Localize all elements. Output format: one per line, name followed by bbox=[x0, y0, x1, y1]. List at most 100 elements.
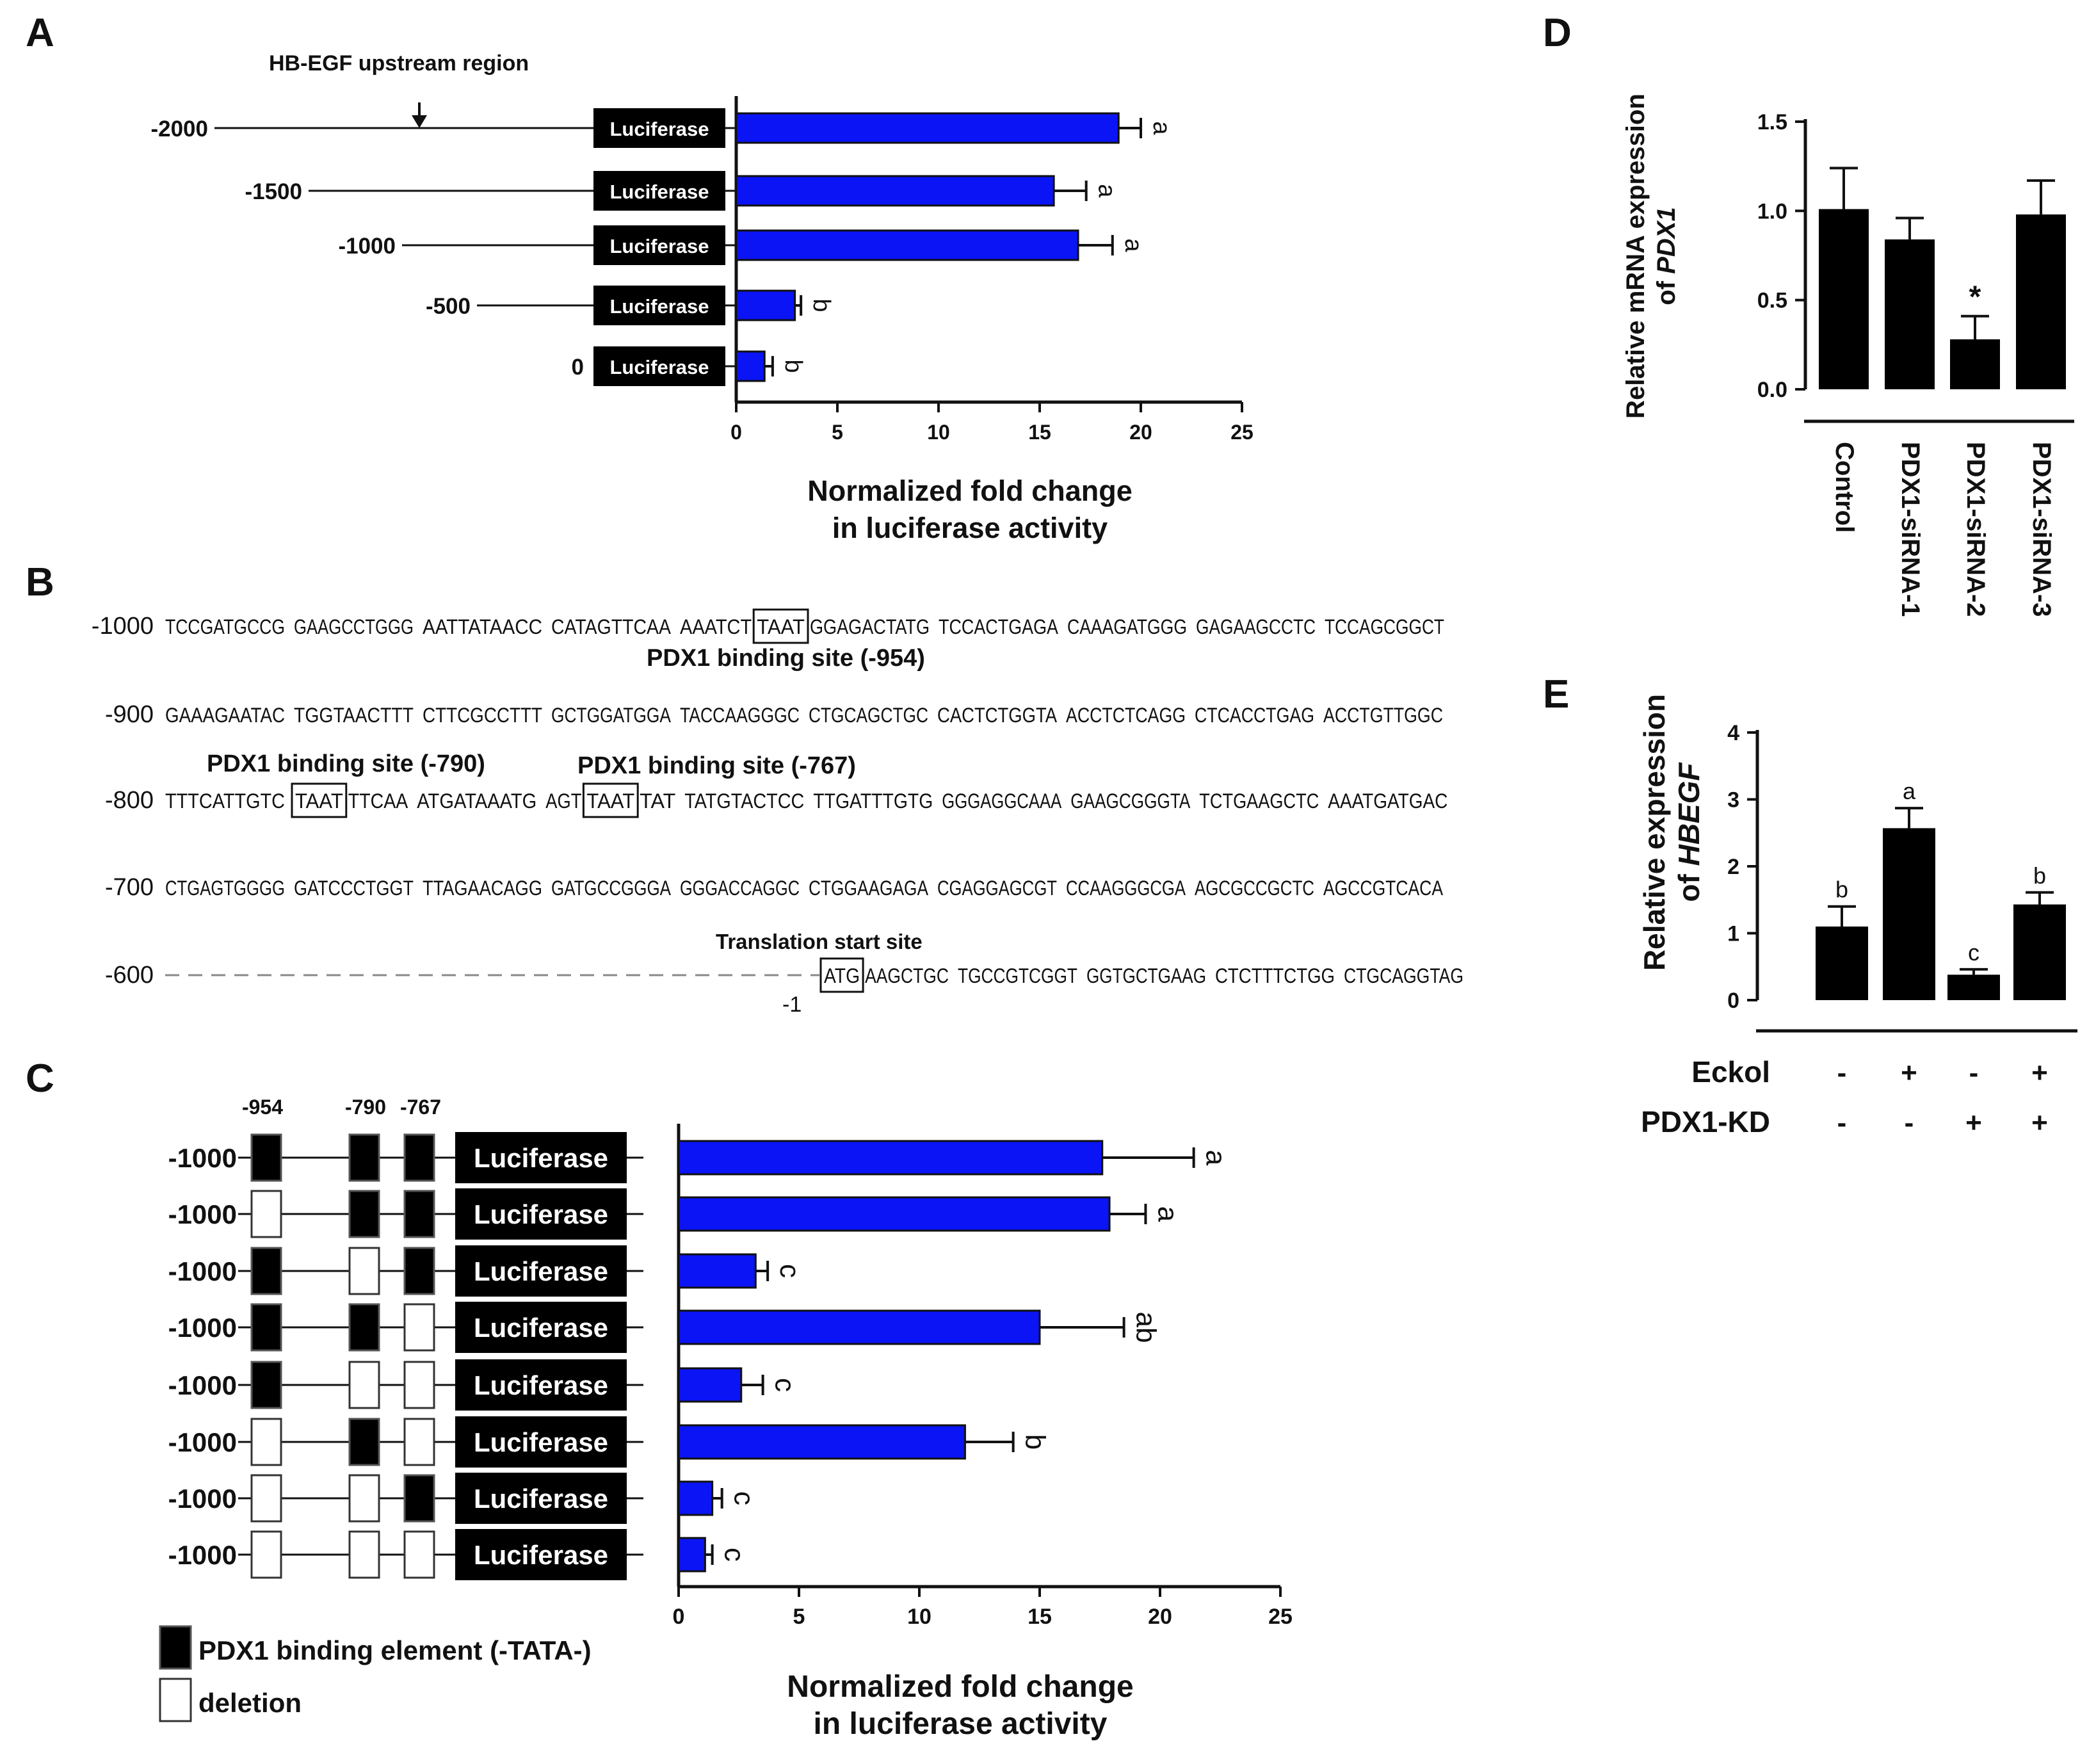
sequence-chunk: TGGTAACTTT bbox=[294, 704, 414, 727]
significance-letter: b bbox=[1835, 877, 1848, 903]
sequence-chunk: GATGCCGGGA bbox=[551, 877, 672, 900]
significance-letter: b bbox=[808, 298, 835, 312]
x-tick-label: 25 bbox=[1268, 1605, 1293, 1629]
legend-binding-label: PDX1 binding element (-TATA-) bbox=[198, 1635, 592, 1665]
luciferase-label: Luciferase bbox=[609, 295, 709, 318]
sequence-position-label: -800 bbox=[105, 787, 154, 814]
binding-site-box bbox=[291, 782, 348, 818]
luciferase-box bbox=[455, 1302, 627, 1353]
luciferase-label: Luciferase bbox=[474, 1256, 608, 1286]
sequence-chunk: AAATGATGAC bbox=[1328, 789, 1447, 813]
binding-site-box bbox=[582, 782, 639, 818]
significance-star: * bbox=[1969, 280, 1981, 314]
binding-site-sequence: TAAT bbox=[757, 615, 805, 638]
construct-position-label: -1000 bbox=[168, 1540, 237, 1570]
construct-position-label: -1500 bbox=[245, 179, 302, 204]
down-arrow-icon bbox=[412, 115, 427, 128]
translation-start-label: Translation start site bbox=[716, 930, 923, 953]
bar bbox=[677, 1367, 743, 1403]
condition-mark: - bbox=[1837, 1107, 1847, 1138]
x-category-label: PDX1-siRNA-1 bbox=[1896, 442, 1924, 617]
promoter-sequence: -1000 TCCGATGCCG GAAGCCTGGG AATTATAACC CATAG… bbox=[92, 608, 1463, 993]
x-tick-label: 5 bbox=[793, 1605, 805, 1629]
deleted-element bbox=[250, 1190, 282, 1238]
binding-site-sequence: TAAT bbox=[586, 789, 634, 813]
sequence-chunk: CTTCGCCTTT bbox=[423, 704, 542, 727]
binding-element bbox=[348, 1303, 380, 1352]
y-tick-label: 1.0 bbox=[1757, 199, 1787, 223]
construct-position-label: 0 bbox=[572, 355, 584, 380]
deleted-element bbox=[403, 1303, 435, 1352]
sequence-chunk: ACCTGTTGGC bbox=[1323, 704, 1443, 727]
luciferase-label: Luciferase bbox=[474, 1370, 608, 1400]
sequence-chunk: GAAGCCTGGG bbox=[294, 615, 414, 638]
legend-binding-swatch bbox=[159, 1625, 192, 1670]
bar bbox=[1885, 239, 1935, 389]
sequence-position-label: -700 bbox=[105, 874, 154, 901]
significance-letter: a bbox=[1148, 121, 1175, 135]
sequence-chunk: TCCAGCGGCT bbox=[1325, 615, 1444, 638]
sequence-position-label: -900 bbox=[105, 701, 154, 728]
construct-position-label: -1000 bbox=[168, 1199, 237, 1229]
construct-position-label: -1000 bbox=[168, 1256, 237, 1286]
sequence-chunk: CTCACCTGAG bbox=[1195, 704, 1314, 727]
sequence-chunk: CATAGTTCAA bbox=[551, 615, 672, 638]
construct-position-label: -1000 bbox=[168, 1370, 237, 1400]
y-axis-label: of HBEGF bbox=[1672, 761, 1705, 902]
y-axis-label: Relative mRNA expression bbox=[1622, 93, 1650, 419]
sequence-chunk: AGCCGTCACA bbox=[1323, 877, 1444, 900]
sequence-chunk: ATGATAAATG bbox=[417, 789, 536, 813]
luciferase-label: Luciferase bbox=[474, 1484, 608, 1514]
luciferase-label: Luciferase bbox=[474, 1427, 608, 1457]
luciferase-box bbox=[593, 108, 725, 148]
panel-label-d: D bbox=[1543, 11, 1572, 55]
luciferase-label: Luciferase bbox=[474, 1313, 608, 1343]
sequence-chunk: GCTGGATGGA bbox=[551, 704, 672, 727]
sequence-chunk: CTGGAAGAGA bbox=[809, 877, 929, 900]
luciferase-box bbox=[593, 171, 725, 211]
luciferase-label: Luciferase bbox=[609, 235, 709, 257]
y-axis-label-gene: PDX1 bbox=[1652, 207, 1681, 274]
binding-element bbox=[250, 1247, 282, 1295]
deleted-element bbox=[403, 1530, 435, 1579]
panel-a-constructs: -2000 Luciferase -1500 Luciferase -1000 Lucif… bbox=[150, 102, 736, 386]
y-tick-label: 0.0 bbox=[1757, 378, 1787, 402]
x-axis-label: in luciferase activity bbox=[814, 1707, 1108, 1741]
luciferase-label: Luciferase bbox=[609, 118, 709, 140]
sequence-chunk: TATGTACTCC bbox=[684, 789, 804, 813]
luciferase-box bbox=[593, 225, 725, 265]
y-axis-label: of PDX1 bbox=[1652, 207, 1681, 305]
y-tick-label: 2 bbox=[1727, 855, 1739, 879]
bar bbox=[677, 1253, 757, 1289]
construct-position-label: -1000 bbox=[168, 1427, 237, 1457]
significance-letter: b bbox=[2033, 862, 2046, 889]
sequence-chunk: TTTCATTGTC bbox=[165, 789, 285, 813]
x-tick-label: 10 bbox=[907, 1605, 931, 1629]
x-tick-label: 10 bbox=[927, 421, 950, 444]
x-tick-label: 15 bbox=[1028, 1605, 1052, 1629]
panel-c-chart: 0 5 10 15 20 25 a a c ab c b c c Normalized fold chang… bbox=[673, 1124, 1293, 1741]
luciferase-box bbox=[455, 1188, 627, 1240]
significance-letter: b bbox=[780, 359, 807, 373]
bar bbox=[1883, 828, 1935, 1000]
luciferase-box bbox=[455, 1245, 627, 1297]
construct-position-label: -1000 bbox=[168, 1484, 237, 1514]
minus-one-label: -1 bbox=[782, 992, 802, 1017]
sequence-chunk: AATTATAACC bbox=[423, 615, 542, 638]
panel-c: -954 -790 -767 -1000 Luciferase -1000 Lucifera… bbox=[159, 1096, 1293, 1741]
bar bbox=[1819, 209, 1869, 389]
construct-position-label: -2000 bbox=[150, 117, 208, 142]
upstream-region-label: HB-EGF upstream region bbox=[269, 51, 529, 76]
sequence-chunk: GAAGCGGGTA bbox=[1070, 789, 1191, 813]
deleted-element bbox=[250, 1530, 282, 1579]
x-tick-label: 25 bbox=[1230, 421, 1254, 444]
deleted-element bbox=[348, 1247, 380, 1295]
condition-label: PDX1-KD bbox=[1641, 1105, 1770, 1138]
binding-element bbox=[250, 1133, 282, 1182]
significance-letter: c bbox=[719, 1548, 750, 1562]
x-axis-label: in luciferase activity bbox=[832, 512, 1108, 544]
construct-position-label: -500 bbox=[426, 294, 471, 319]
sequence-chunk: AGCGCCGCTC bbox=[1195, 877, 1314, 900]
binding-site-box bbox=[752, 608, 809, 644]
